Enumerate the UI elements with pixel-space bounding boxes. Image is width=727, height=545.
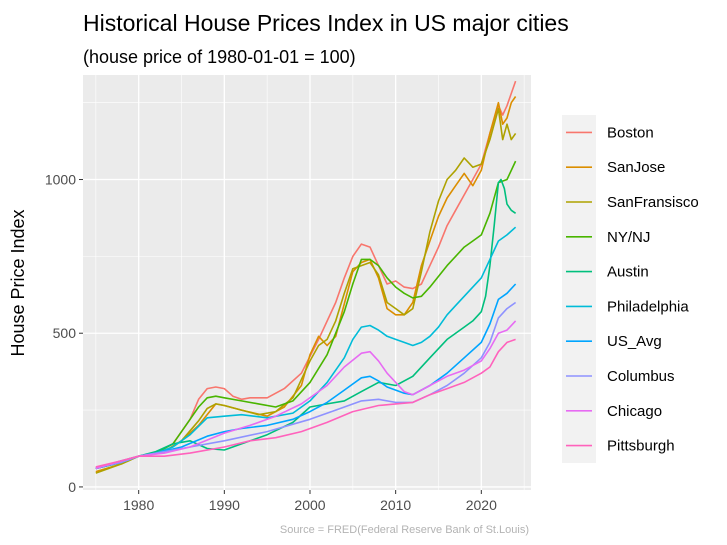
series-line-ny-nj [95,160,517,470]
y-tick-label: 0 [68,479,76,495]
legend-label-us-avg: US_Avg [607,333,662,350]
legend-label-sanfransisco: SanFransisco [607,194,699,211]
legend: Boston SanJose SanFransisco NY/NJ Austin Phil… [562,115,699,463]
series-line-boston [95,80,517,470]
legend-label-sanjose: SanJose [607,159,665,176]
x-tick-label: 2000 [294,497,325,513]
series-line-pittsburgh [95,338,516,468]
legend-label-philadelphia: Philadelphia [607,298,689,315]
plot-panel [83,75,531,490]
plot-background [83,75,531,490]
y-axis: 0 500 1000 [45,172,83,495]
legend-key-background [562,115,596,463]
x-tick-label: 2010 [380,497,411,513]
y-axis-label: House Price Index [8,209,28,356]
series-line-philadelphia [95,226,517,470]
legend-label-chicago: Chicago [607,403,662,420]
legend-label-pittsburgh: Pittsburgh [607,438,675,455]
x-tick-label: 2020 [466,497,497,513]
legend-label-boston: Boston [607,124,654,141]
series-line-us-avg [95,283,517,470]
x-axis: 1980 1990 2000 2010 2020 [123,490,497,513]
x-tick-label: 1990 [209,497,240,513]
series-line-chicago [95,320,517,470]
legend-label-ny-nj: NY/NJ [607,229,650,246]
chart-caption: Source = FRED(Federal Reserve Bank of St… [280,524,529,536]
y-tick-label: 500 [53,325,77,341]
series-line-columbus [95,301,517,469]
chart-subtitle: (house price of 1980-01-01 = 100) [83,47,356,67]
legend-label-columbus: Columbus [607,368,675,385]
chart-title: Historical House Prices Index in US majo… [83,10,569,36]
x-tick-label: 1980 [123,497,154,513]
legend-label-austin: Austin [607,264,649,281]
y-tick-label: 1000 [45,172,76,188]
series-line-sanfransisco [95,108,517,474]
